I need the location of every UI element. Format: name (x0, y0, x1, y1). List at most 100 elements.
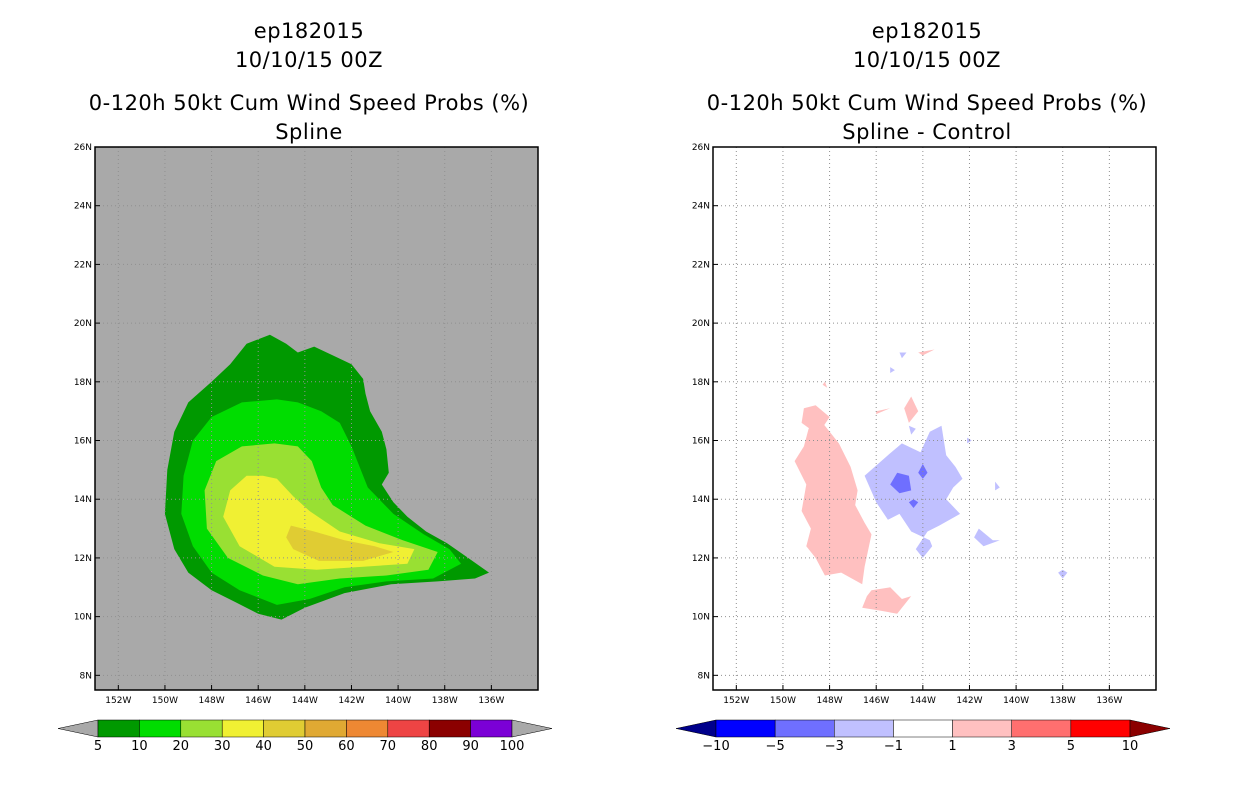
colorbar-label: 10 (1122, 739, 1139, 754)
colorbar-label: 30 (214, 739, 231, 754)
y-tick-label: 10N (692, 613, 710, 623)
colorbar-segment-4 (952, 719, 1012, 738)
grid-lines (95, 146, 538, 690)
x-tick-label: 150W (152, 696, 178, 706)
colorbar-label: 10 (131, 739, 148, 754)
product-title: 0-120h 50kt Cum Wind Speed Probs (%) (88, 91, 530, 115)
y-tick-label: 24N (692, 202, 710, 212)
colorbar-segment-9 (470, 719, 513, 738)
colorbar-segment-3 (893, 719, 953, 738)
colorbar-segment-4 (263, 719, 306, 738)
panel-spline-minus-control: ep182015 10/10/15 00Z 0-120h 50kt Cum Wi… (618, 0, 1236, 800)
colorbar-label: −5 (766, 739, 785, 754)
contour-level--1-10 (995, 481, 1000, 491)
contour-level-1-1 (801, 405, 830, 435)
colorbar: 5 10 20 30 40 50 60 70 80 90 100 (57, 719, 553, 754)
colorbar-high-arrow (511, 719, 553, 738)
y-tick-label: 8N (698, 671, 710, 681)
colorbar-label: −10 (702, 739, 729, 754)
y-tick-label: 26N (692, 143, 710, 153)
colorbar-label: 100 (500, 739, 525, 754)
y-tick-label: 16N (74, 437, 92, 447)
colorbar-segment-6 (1070, 719, 1131, 738)
x-tick-label: 148W (817, 696, 843, 706)
colorbar-label: 40 (255, 739, 272, 754)
y-tick-label: 12N (74, 554, 92, 564)
x-tick-label: 136W (478, 696, 504, 706)
y-tick-label: 16N (692, 437, 710, 447)
y-tick-label: 22N (692, 260, 710, 270)
x-tick-label: 138W (432, 696, 458, 706)
contour-level--3-17 (908, 499, 919, 508)
contour-level--3-15 (890, 472, 912, 494)
contour-level--1-7 (864, 425, 963, 558)
colorbar-segment-5 (304, 719, 347, 738)
y-tick-label: 24N (74, 202, 92, 212)
colorbar-label: 60 (338, 739, 355, 754)
colorbar-segment-1 (774, 719, 835, 738)
colorbar-segment-0 (97, 719, 140, 738)
colorbar-segment-2 (834, 719, 894, 738)
colorbar: −10 −5 −3 −1 1 3 5 10 (675, 719, 1171, 754)
contour-level--1-9 (1058, 569, 1068, 579)
colorbar-label: 20 (173, 739, 190, 754)
x-tick-label: 152W (723, 696, 749, 706)
x-tick-label: 144W (292, 696, 318, 706)
storm-id-title: ep182015 (253, 19, 365, 43)
colorbar-segment-8 (428, 719, 471, 738)
contour-level-1-6 (822, 381, 828, 388)
x-tick-label: 138W (1050, 696, 1076, 706)
colorbar-label: 5 (94, 739, 102, 754)
contour-level--1-12 (908, 425, 916, 435)
subtitle: Spline (275, 120, 343, 144)
y-tick-label: 18N (74, 378, 92, 388)
colorbar-segment-0 (715, 719, 776, 738)
colorbar-segment-1 (139, 719, 182, 738)
colorbar-label: 3 (1008, 739, 1016, 754)
date-title: 10/10/15 00Z (234, 48, 384, 72)
colorbar-label: 70 (380, 739, 397, 754)
colorbar-low-arrow (57, 719, 99, 738)
x-tick-label: 146W (245, 696, 271, 706)
y-tick-label: 8N (80, 671, 92, 681)
storm-id-title: ep182015 (871, 19, 983, 43)
contour-level-1-5 (918, 349, 935, 356)
colorbar-segment-6 (346, 719, 389, 738)
colorbar-label: −3 (825, 739, 844, 754)
colorbar-high-arrow (1129, 719, 1171, 738)
difference-map: 152W 150W 148W 146W 144W 142W 140W 138W 136W 8N 10… (675, 143, 1171, 754)
contour-level--1-13 (899, 352, 907, 359)
contour-level-40-4 (286, 525, 394, 561)
colorbar-label: 80 (421, 739, 438, 754)
panel-spline: ep182015 10/10/15 00Z 0-120h 50kt Cum Wi… (57, 19, 553, 754)
contour-level-1-0 (794, 417, 872, 585)
contour-level-1-4 (876, 408, 891, 415)
colorbar-segment-5 (1011, 719, 1072, 738)
plot-frame (94, 146, 539, 691)
colorbar-segment-7 (387, 719, 430, 738)
colorbar-segment-2 (180, 719, 223, 738)
contour-level-1-3 (904, 396, 919, 423)
y-tick-label: 10N (74, 613, 92, 623)
y-tick-label: 14N (692, 495, 710, 505)
colorbar-label: 1 (948, 739, 956, 754)
y-tick-label: 20N (692, 319, 710, 329)
x-tick-label: 142W (338, 696, 364, 706)
y-tick-label: 12N (692, 554, 710, 564)
x-tick-label: 148W (199, 696, 225, 706)
y-tick-label: 14N (74, 495, 92, 505)
y-tick-label: 20N (74, 319, 92, 329)
product-title: 0-120h 50kt Cum Wind Speed Probs (%) (706, 91, 1148, 115)
probability-map: 152W 150W 148W 146W 144W 142W 140W 138W 136W 8N 10… (57, 143, 553, 754)
grid-lines (713, 146, 1156, 690)
colorbar-segment-3 (221, 719, 264, 738)
subtitle: Spline - Control (842, 120, 1012, 144)
x-tick-label: 146W (863, 696, 889, 706)
colorbar-label: 50 (297, 739, 314, 754)
y-tick-label: 22N (74, 260, 92, 270)
contour-level--1-8 (974, 528, 1000, 547)
x-tick-label: 142W (956, 696, 982, 706)
date-title: 10/10/15 00Z (852, 48, 1002, 72)
colorbar-low-arrow (675, 719, 717, 738)
x-tick-label: 140W (385, 696, 411, 706)
